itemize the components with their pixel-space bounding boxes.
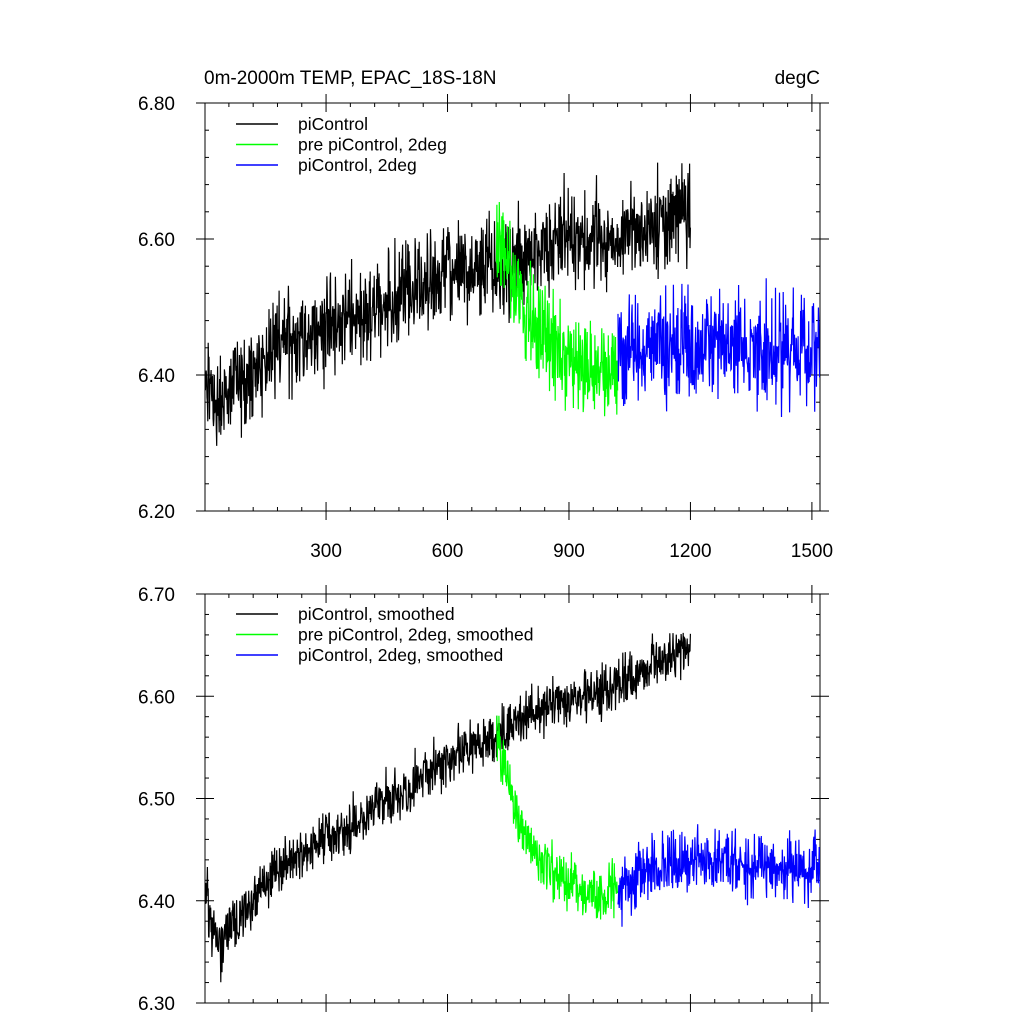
legend-label: piControl, 2deg, smoothed [298, 645, 503, 665]
series-line-2 [495, 715, 619, 920]
units-label: degC [775, 68, 820, 89]
legend-label: pre piControl, 2deg [298, 135, 447, 155]
series-line-1 [205, 632, 691, 983]
legend-label: pre piControl, 2deg, smoothed [298, 625, 533, 645]
x-tick-label: 600 [432, 541, 464, 562]
x-tick-label: 900 [553, 541, 585, 562]
x-tick-label: 1500 [791, 541, 833, 562]
plot-title: 0m-2000m TEMP, EPAC_18S-18N [204, 68, 497, 89]
top-panel: 300 600 900 1200 1500 6.20 6.40 6.60 6.80 piContr… [138, 94, 833, 562]
series-line-3 [617, 278, 820, 418]
legend-label: piControl, 2deg [298, 155, 417, 175]
series-line-3 [617, 824, 820, 927]
y-tick-label: 6.60 [138, 230, 175, 251]
x-tick-label: 300 [310, 541, 342, 562]
x-tick-label: 1200 [669, 541, 711, 562]
y-tick-label: 6.20 [138, 502, 175, 523]
legend-label: piControl [298, 114, 368, 134]
plot-frame [204, 102, 821, 512]
y-tick-label: 6.40 [138, 366, 175, 387]
series-line-2 [495, 201, 619, 417]
y-tick-label: 6.50 [138, 790, 175, 811]
y-tick-label: 6.80 [138, 94, 175, 115]
series-line-1 [205, 162, 691, 446]
y-tick-label: 6.30 [138, 994, 175, 1015]
y-tick-label: 6.70 [138, 585, 175, 606]
y-tick-label: 6.60 [138, 687, 175, 708]
y-tick-label: 6.40 [138, 892, 175, 913]
legend-label: piControl, smoothed [298, 604, 455, 624]
